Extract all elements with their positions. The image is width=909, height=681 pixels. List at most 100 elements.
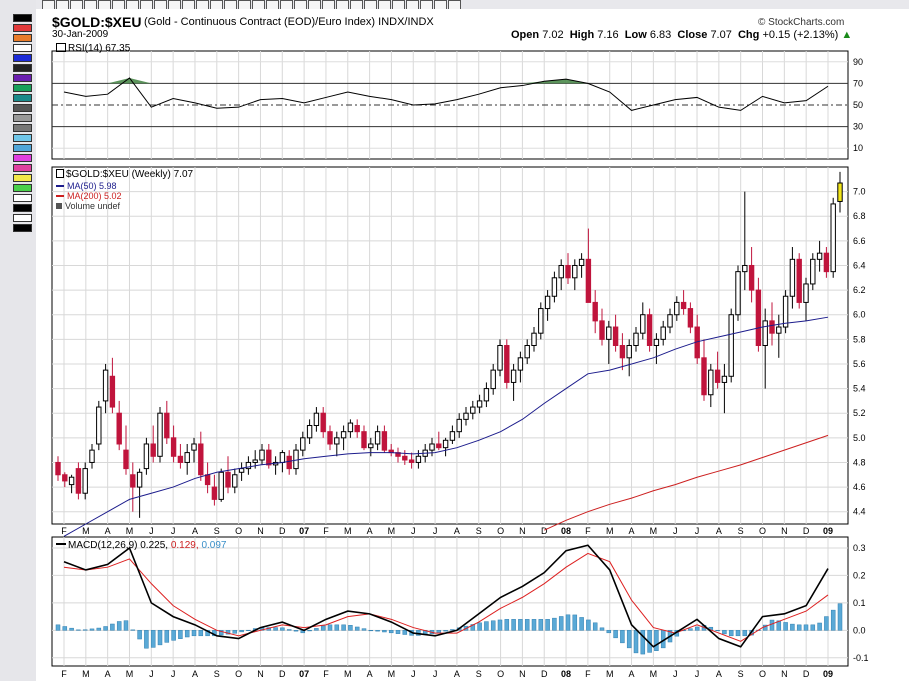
color-swatch[interactable] <box>13 34 32 42</box>
candle-body <box>816 252 823 260</box>
macd-label-text: MACD(12,26,9) <box>68 540 138 551</box>
macd-histogram-bar <box>579 617 584 631</box>
candle-body <box>769 320 775 334</box>
x-tick-label-bottom: A <box>192 669 198 679</box>
macd-line <box>63 544 829 648</box>
macd-histogram-bar <box>450 629 455 631</box>
high-value: 7.16 <box>597 29 619 41</box>
color-swatch[interactable] <box>13 54 32 62</box>
legend-ma200: MA(200) 5.02 <box>56 191 122 201</box>
candle-body <box>429 443 435 451</box>
macd-histogram-bar <box>511 619 516 631</box>
ma200-line <box>544 434 829 531</box>
candle-body <box>735 271 741 316</box>
macd-label: MACD(12,26,9) 0.225, 0.129, 0.097 <box>56 540 226 551</box>
candle-body <box>653 338 660 346</box>
color-swatch[interactable] <box>13 114 32 122</box>
color-swatch[interactable] <box>13 24 32 32</box>
macd-histogram-bar <box>810 624 816 631</box>
color-swatch[interactable] <box>13 64 32 72</box>
x-tick-label-bottom: N <box>781 669 788 679</box>
color-swatch[interactable] <box>13 124 32 132</box>
macd-histogram-bar <box>246 629 251 631</box>
macd-histogram-bar <box>341 624 346 631</box>
x-tick-label: N <box>519 526 526 536</box>
candle-body <box>633 332 639 347</box>
rsi-tick-label: 90 <box>853 57 863 67</box>
candle-body <box>232 474 238 488</box>
candle-body <box>62 474 68 482</box>
x-tick-label: D <box>541 526 548 536</box>
candle-body <box>721 375 728 383</box>
price-tick-label: 6.8 <box>853 211 866 221</box>
macd-histogram-bar <box>402 630 408 635</box>
candle-body <box>238 468 245 473</box>
volume-swatch <box>56 203 62 209</box>
color-swatch[interactable] <box>13 204 32 212</box>
color-swatch[interactable] <box>13 84 32 92</box>
volume-text: Volume undef <box>65 201 121 211</box>
color-swatch[interactable] <box>13 104 32 112</box>
macd-histogram-bar <box>490 620 496 631</box>
candle-body <box>565 264 571 279</box>
color-swatch[interactable] <box>13 44 32 52</box>
macd-histogram-bar <box>375 630 380 632</box>
candle-body <box>266 449 272 466</box>
candle-body <box>687 308 694 328</box>
candle-body <box>374 431 381 445</box>
low-label: Low <box>624 29 647 41</box>
close-value: 7.07 <box>710 29 732 41</box>
candle-body <box>837 182 843 202</box>
quote-line: Open 7.02 High 7.16 Low 6.83 Close 7.07 … <box>511 29 852 41</box>
macd-histogram-bar <box>62 626 68 631</box>
candle-body <box>279 452 286 463</box>
color-swatch[interactable] <box>13 14 32 22</box>
macd-histogram-bar <box>654 630 659 651</box>
candle-body <box>198 443 204 476</box>
candle-body <box>408 459 415 463</box>
x-tick-label: J <box>171 526 176 536</box>
candle-body <box>578 258 585 266</box>
candle-body <box>456 418 462 433</box>
chart-title: $GOLD:$XEU <box>52 14 142 30</box>
x-tick-label-bottom: J <box>695 669 700 679</box>
candle-body <box>490 369 496 390</box>
macd-histogram-bar <box>626 630 632 649</box>
color-swatch[interactable] <box>13 184 32 192</box>
x-tick-label-bottom: M <box>606 669 614 679</box>
candle-body <box>130 474 136 488</box>
price-tick-label: 4.4 <box>853 507 866 517</box>
macd-histogram-bar <box>354 626 360 631</box>
color-swatch[interactable] <box>13 94 32 102</box>
color-swatch[interactable] <box>13 144 32 152</box>
price-tick-label: 4.8 <box>853 457 866 467</box>
macd-histogram-bar <box>178 630 183 639</box>
color-swatch[interactable] <box>13 74 32 82</box>
color-swatch[interactable] <box>13 174 32 182</box>
candle-body <box>245 461 252 470</box>
macd-histogram-bar <box>735 630 741 637</box>
color-swatch[interactable] <box>13 214 32 222</box>
color-swatch[interactable] <box>13 154 32 162</box>
high-label: High <box>569 29 595 41</box>
rsi-label: RSI(14) 67.35 <box>56 43 130 54</box>
macd-histogram-bar <box>545 619 550 631</box>
price-tick-label: 4.6 <box>853 482 866 492</box>
chg-value: +0.15 (+2.13%) <box>762 29 839 41</box>
candle-body <box>714 369 721 383</box>
candle-body <box>558 264 564 279</box>
x-tick-label-bottom: 09 <box>823 669 833 679</box>
macd-histogram-bar <box>116 621 122 631</box>
color-swatch[interactable] <box>13 134 32 142</box>
price-tick-label: 6.6 <box>853 236 866 246</box>
color-swatch[interactable] <box>13 164 32 172</box>
color-swatch[interactable] <box>13 194 32 202</box>
macd-histogram-bar <box>592 622 598 631</box>
macd-histogram-bar <box>640 630 646 655</box>
macd-histogram-bar <box>796 624 802 631</box>
candle-body <box>313 412 320 427</box>
x-tick-label: M <box>388 526 396 536</box>
candle-body <box>660 326 666 340</box>
color-swatch[interactable] <box>13 224 32 232</box>
x-tick-label-bottom: A <box>367 669 373 679</box>
